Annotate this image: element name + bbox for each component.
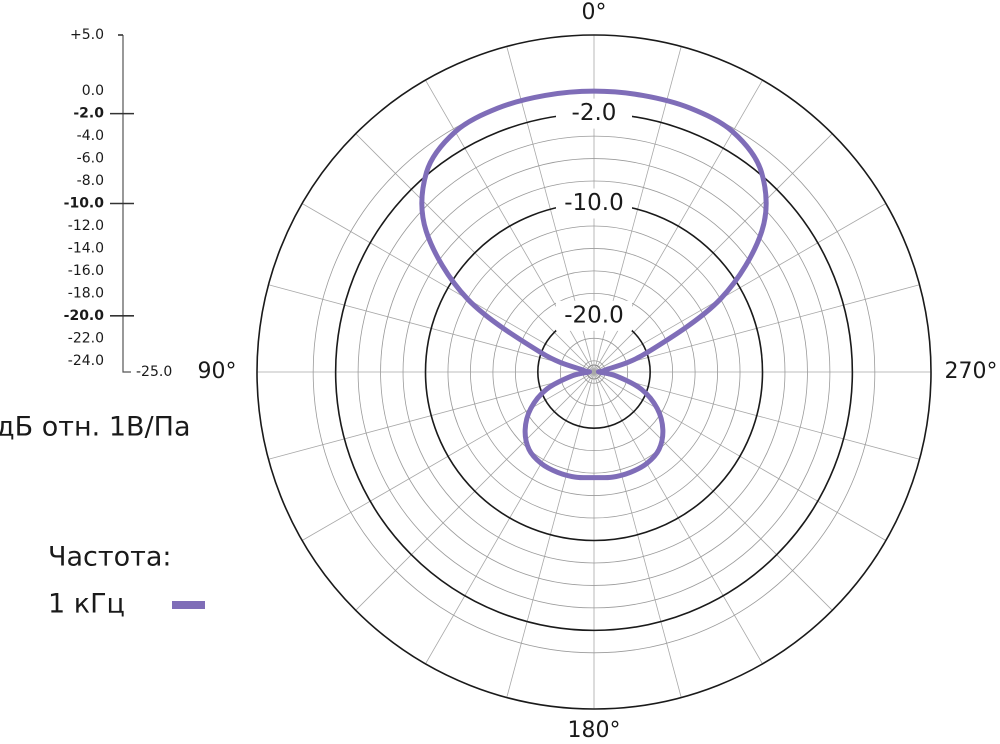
- r-tick-label: -14.0: [68, 240, 104, 256]
- ring: [559, 337, 629, 407]
- ring: [380, 158, 808, 586]
- r-axis-line: [122, 35, 131, 373]
- r-tick-label: +5.0: [70, 27, 104, 43]
- ring-label-bg: [556, 188, 632, 219]
- r-tick-label: -2.0: [73, 106, 104, 122]
- r-tick-label: -12.0: [68, 218, 104, 234]
- angle-label: 0°: [582, 0, 607, 25]
- ring-label: -20.0: [564, 302, 624, 328]
- ring: [256, 34, 932, 710]
- ring-label: -2.0: [572, 100, 617, 126]
- r-tick-label: -20.0: [64, 308, 105, 324]
- r-tick-label: -6.0: [77, 151, 104, 167]
- ring-label: -10.0: [564, 190, 624, 216]
- r-tick-label: -25.0: [136, 364, 172, 380]
- angle-label: 180°: [568, 718, 621, 743]
- series-line: [419, 88, 769, 481]
- ring: [492, 270, 696, 474]
- r-tick-label: -8.0: [77, 173, 104, 189]
- legend-title: Частота:: [48, 542, 172, 573]
- r-tick-label: -18.0: [68, 285, 104, 301]
- r-tick-label: 0.0: [82, 83, 104, 99]
- angle-label: 270°: [945, 359, 998, 384]
- r-tick-label: -24.0: [68, 353, 104, 369]
- r-tick-label: -16.0: [68, 263, 104, 279]
- ring: [402, 180, 786, 564]
- ring: [447, 225, 741, 519]
- ring: [514, 292, 674, 452]
- ring: [470, 248, 718, 496]
- ring: [357, 135, 831, 609]
- r-tick-label: -22.0: [68, 330, 104, 346]
- r-axis-label: дБ отн. 1В/Па: [0, 412, 190, 443]
- ring-label-bg: [556, 98, 632, 129]
- ring-label-bg: [556, 300, 632, 331]
- r-tick-label: -4.0: [77, 128, 104, 144]
- r-tick-label: -10.0: [64, 196, 105, 212]
- legend-label: 1 кГц: [48, 589, 125, 620]
- angle-label: 90°: [198, 359, 237, 384]
